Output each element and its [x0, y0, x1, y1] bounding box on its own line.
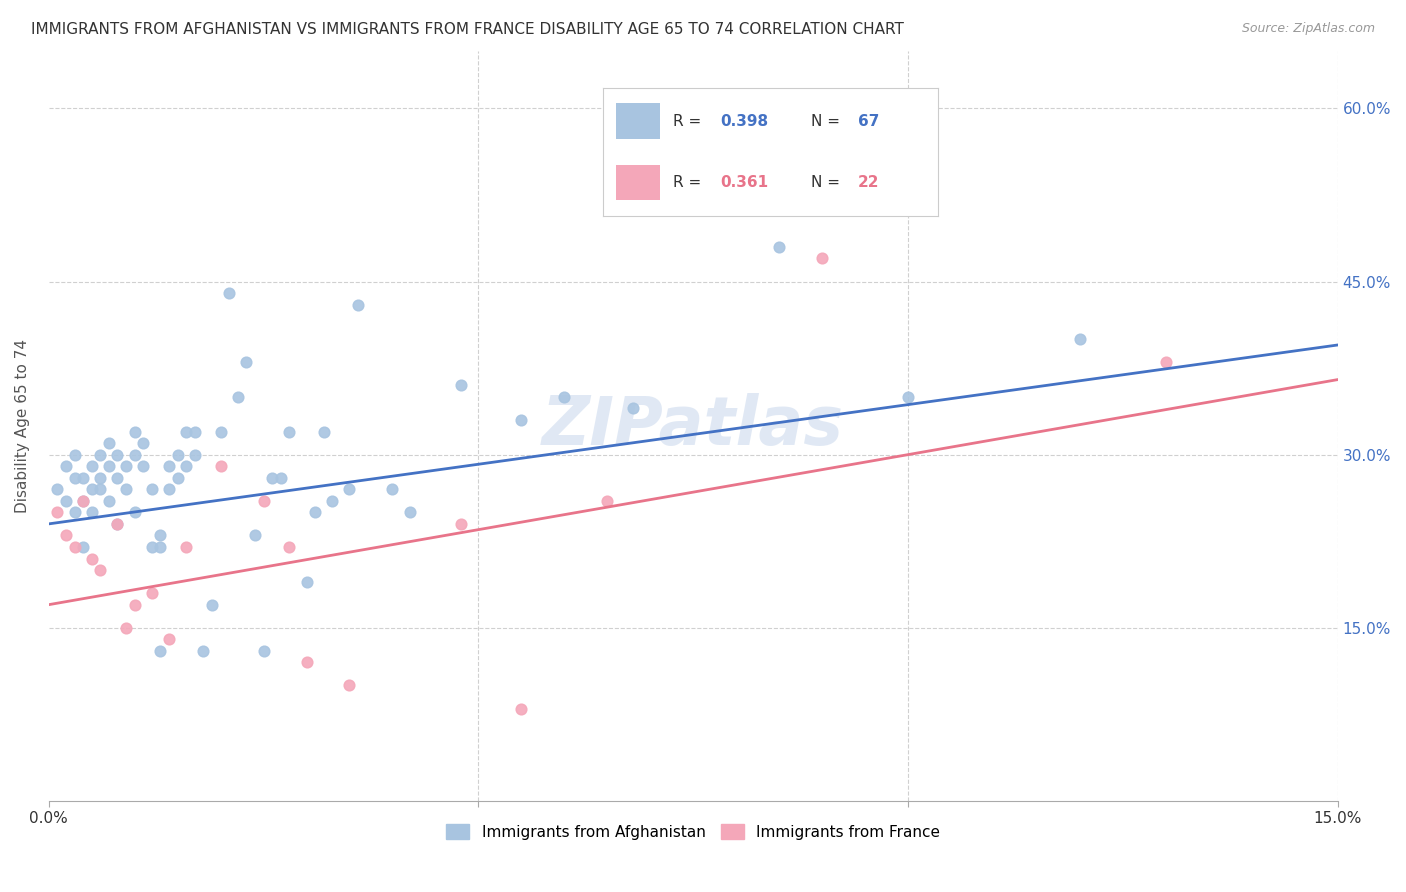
Point	[97, 436, 120, 450]
Point	[89, 448, 111, 462]
Point	[141, 540, 163, 554]
Point	[201, 598, 224, 612]
Point	[115, 459, 138, 474]
Legend: Immigrants from Afghanistan, Immigrants from France: Immigrants from Afghanistan, Immigrants …	[440, 818, 946, 846]
Point	[107, 471, 129, 485]
Point	[89, 563, 111, 577]
Point	[381, 482, 404, 496]
Point	[107, 516, 129, 531]
Point	[107, 448, 129, 462]
Point	[295, 574, 318, 589]
Point	[63, 471, 86, 485]
Point	[55, 493, 77, 508]
Text: Source: ZipAtlas.com: Source: ZipAtlas.com	[1241, 22, 1375, 36]
Point	[321, 493, 343, 508]
Point	[339, 482, 361, 496]
Point	[243, 528, 266, 542]
Point	[510, 413, 533, 427]
Point	[63, 505, 86, 519]
Point	[193, 644, 215, 658]
Point	[115, 482, 138, 496]
Point	[124, 598, 146, 612]
Point	[124, 448, 146, 462]
Point	[72, 493, 94, 508]
Point	[304, 505, 326, 519]
Point	[166, 448, 188, 462]
Point	[897, 390, 920, 404]
Point	[1154, 355, 1177, 369]
Point	[46, 482, 69, 496]
Point	[278, 540, 301, 554]
Point	[63, 540, 86, 554]
Point	[295, 656, 318, 670]
Point	[398, 505, 420, 519]
Point	[46, 505, 69, 519]
Point	[97, 459, 120, 474]
Point	[72, 493, 94, 508]
Point	[510, 701, 533, 715]
Point	[157, 632, 180, 647]
Point	[218, 286, 240, 301]
Point	[157, 482, 180, 496]
Point	[115, 621, 138, 635]
Point	[768, 240, 790, 254]
Point	[312, 425, 335, 439]
Point	[132, 459, 155, 474]
Point	[132, 436, 155, 450]
Point	[80, 505, 103, 519]
Point	[278, 425, 301, 439]
Point	[252, 644, 274, 658]
Point	[89, 482, 111, 496]
Point	[149, 540, 172, 554]
Point	[270, 471, 292, 485]
Point	[124, 425, 146, 439]
Point	[149, 528, 172, 542]
Point	[80, 482, 103, 496]
Point	[141, 586, 163, 600]
Point	[252, 493, 274, 508]
Point	[450, 378, 472, 392]
Point	[184, 448, 207, 462]
Point	[596, 493, 619, 508]
Point	[55, 459, 77, 474]
Point	[141, 482, 163, 496]
Point	[184, 425, 207, 439]
Point	[174, 425, 197, 439]
Y-axis label: Disability Age 65 to 74: Disability Age 65 to 74	[15, 339, 30, 513]
Point	[63, 448, 86, 462]
Point	[235, 355, 257, 369]
Point	[124, 505, 146, 519]
Point	[1069, 332, 1091, 346]
Point	[174, 540, 197, 554]
Point	[174, 459, 197, 474]
Point	[166, 471, 188, 485]
Point	[97, 493, 120, 508]
Point	[621, 401, 644, 416]
Text: IMMIGRANTS FROM AFGHANISTAN VS IMMIGRANTS FROM FRANCE DISABILITY AGE 65 TO 74 CO: IMMIGRANTS FROM AFGHANISTAN VS IMMIGRANT…	[31, 22, 904, 37]
Point	[450, 516, 472, 531]
Point	[80, 551, 103, 566]
Point	[811, 252, 834, 266]
Point	[553, 390, 575, 404]
Point	[209, 459, 232, 474]
Point	[209, 425, 232, 439]
Point	[72, 471, 94, 485]
Point	[107, 516, 129, 531]
Point	[262, 471, 284, 485]
Point	[72, 540, 94, 554]
Point	[226, 390, 249, 404]
Text: ZIPatlas: ZIPatlas	[543, 392, 844, 458]
Point	[157, 459, 180, 474]
Point	[339, 678, 361, 692]
Point	[347, 297, 370, 311]
Point	[149, 644, 172, 658]
Point	[80, 459, 103, 474]
Point	[89, 471, 111, 485]
Point	[55, 528, 77, 542]
